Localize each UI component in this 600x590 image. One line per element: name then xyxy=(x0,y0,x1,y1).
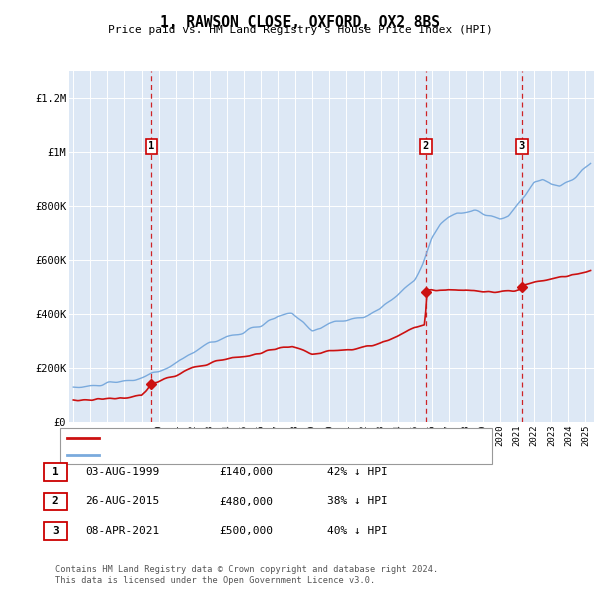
Text: £480,000: £480,000 xyxy=(219,497,273,506)
Text: 2: 2 xyxy=(423,142,429,152)
Text: 26-AUG-2015: 26-AUG-2015 xyxy=(85,497,160,506)
Text: 40% ↓ HPI: 40% ↓ HPI xyxy=(327,526,388,536)
Text: 08-APR-2021: 08-APR-2021 xyxy=(85,526,160,536)
Text: 38% ↓ HPI: 38% ↓ HPI xyxy=(327,497,388,506)
Text: Price paid vs. HM Land Registry's House Price Index (HPI): Price paid vs. HM Land Registry's House … xyxy=(107,25,493,35)
Text: 42% ↓ HPI: 42% ↓ HPI xyxy=(327,467,388,477)
Text: 03-AUG-1999: 03-AUG-1999 xyxy=(85,467,160,477)
Text: 1, RAWSON CLOSE, OXFORD, OX2 8BS: 1, RAWSON CLOSE, OXFORD, OX2 8BS xyxy=(160,15,440,30)
Text: £500,000: £500,000 xyxy=(219,526,273,536)
Text: 2: 2 xyxy=(52,497,59,506)
Text: HPI: Average price, detached house, Oxford: HPI: Average price, detached house, Oxfo… xyxy=(103,450,355,460)
Text: 3: 3 xyxy=(518,142,525,152)
Text: 1, RAWSON CLOSE, OXFORD, OX2 8BS (detached house): 1, RAWSON CLOSE, OXFORD, OX2 8BS (detach… xyxy=(103,433,397,443)
Text: 1: 1 xyxy=(52,467,59,477)
Text: 3: 3 xyxy=(52,526,59,536)
Text: £140,000: £140,000 xyxy=(219,467,273,477)
Text: Contains HM Land Registry data © Crown copyright and database right 2024.
This d: Contains HM Land Registry data © Crown c… xyxy=(55,565,439,585)
Text: 1: 1 xyxy=(148,142,155,152)
